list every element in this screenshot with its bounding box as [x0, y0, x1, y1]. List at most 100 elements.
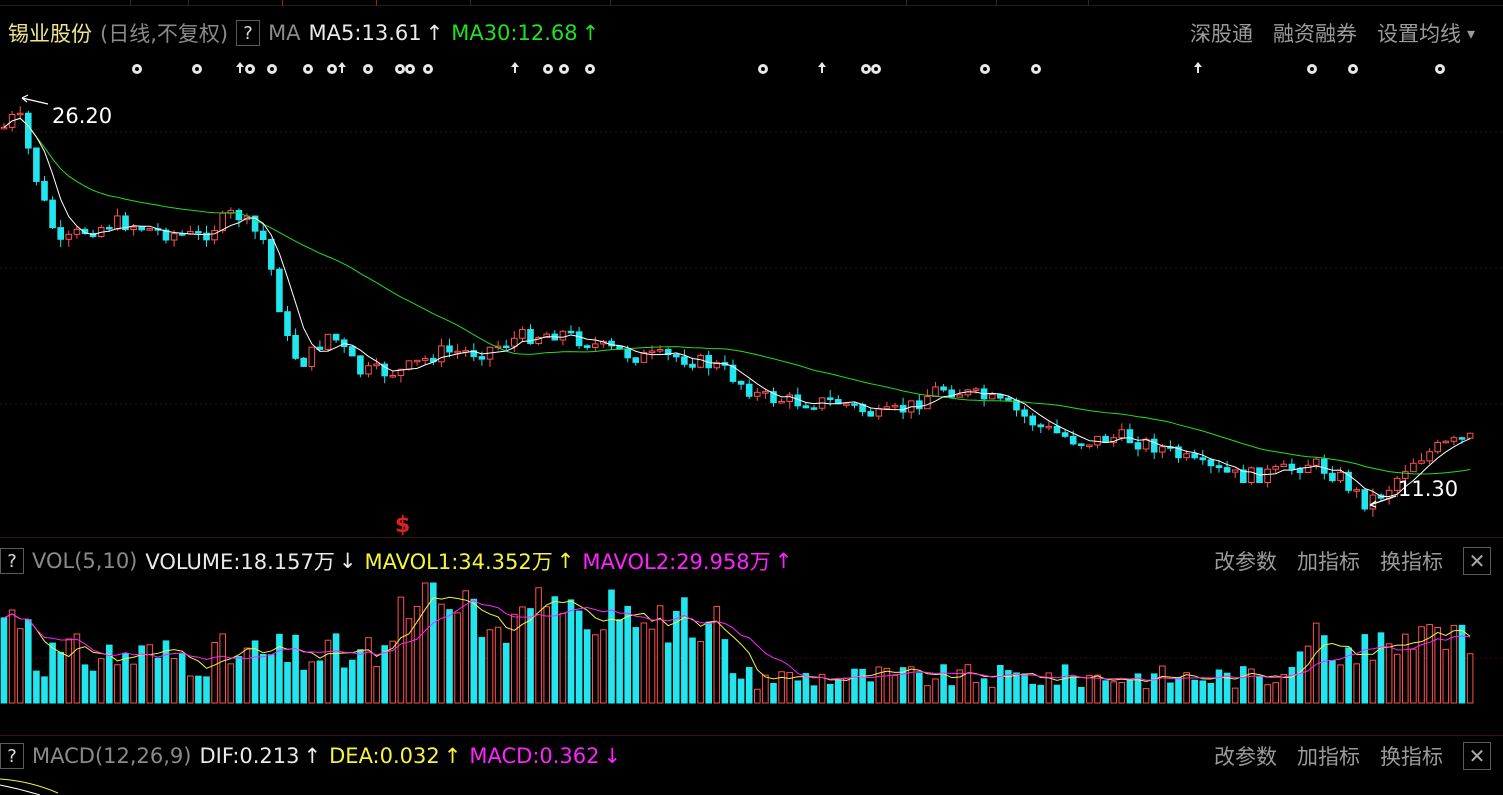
candlestick [1410, 458, 1417, 473]
volume-bar [170, 658, 178, 704]
volume-bar [292, 634, 299, 704]
volume-bar [1426, 623, 1433, 704]
volume-edit-params-button[interactable]: 改参数 [1214, 550, 1277, 574]
macd-switch-indicator-button[interactable]: 换指标 [1380, 745, 1443, 769]
candlestick [486, 346, 494, 367]
event-star-icon [395, 64, 405, 74]
volume-bar [1118, 682, 1126, 704]
volume-bar [1410, 648, 1417, 704]
candlestick [1442, 439, 1450, 444]
volume-bar [413, 605, 421, 704]
volume-bar [1126, 679, 1134, 704]
volume-bar [316, 660, 324, 704]
event-star-icon [559, 64, 569, 74]
volume-bar [818, 673, 826, 704]
volume-bar [786, 672, 794, 704]
volume-bar [1005, 670, 1012, 704]
volume-bar [1207, 682, 1215, 704]
volume-bar [689, 637, 696, 704]
event-arrow-icon [1194, 62, 1202, 73]
candlestick [308, 346, 316, 371]
volume-bar [405, 618, 413, 704]
link-margin-trading[interactable]: 融资融券 [1272, 22, 1357, 46]
volume-bar [1377, 632, 1385, 704]
mavol2-line [3, 599, 1471, 681]
volume-add-indicator-button[interactable]: 加指标 [1297, 550, 1360, 574]
volume-bar [640, 622, 648, 704]
volume-bar [551, 596, 559, 704]
volume-bar [1248, 668, 1255, 704]
volume-bar [1086, 674, 1093, 704]
volume-bar [97, 658, 105, 704]
macd-title: MACD(12,26,9) [32, 744, 192, 768]
macd-edit-params-button[interactable]: 改参数 [1214, 745, 1277, 769]
candlestick [1045, 421, 1053, 431]
candlestick [33, 147, 40, 186]
volume-bar [1466, 653, 1474, 704]
candlestick [65, 230, 73, 247]
candlestick [1223, 460, 1231, 473]
chevron-down-icon[interactable]: ▾ [1466, 23, 1475, 43]
link-set-ma[interactable]: 设置均线 [1376, 22, 1461, 46]
candlestick [430, 354, 437, 366]
candlestick [259, 224, 267, 245]
candlestick [551, 329, 559, 341]
candlestick [332, 333, 340, 343]
volume-bar [365, 637, 372, 704]
volume-bar [964, 664, 972, 704]
volume-bar [195, 675, 202, 704]
candlestick [1264, 464, 1271, 488]
volume-bar [340, 667, 348, 704]
candlestick [778, 398, 785, 404]
event-star-icon [245, 64, 255, 74]
stock-name[interactable]: 锡业股份 [8, 22, 92, 46]
candlestick [1329, 466, 1336, 483]
volume-bar [543, 606, 551, 704]
help-button[interactable]: ? [236, 20, 261, 46]
ma5-line [3, 117, 1471, 497]
candlestick [195, 225, 202, 240]
candlestick [146, 227, 154, 231]
candlestick [1361, 489, 1369, 512]
volume-header: ? VOL(5,10) VOLUME:18.157万 ↓ MAVOL1:34.3… [0, 546, 1503, 576]
volume-bar [948, 685, 956, 704]
candlestick [114, 208, 121, 231]
macd-close-icon[interactable]: ✕ [1463, 742, 1491, 770]
candlestick [1061, 429, 1069, 439]
volume-bar [203, 676, 210, 704]
period-label: (日线,不复权) [100, 22, 229, 46]
volume-bar [300, 669, 307, 704]
volume-bar [381, 645, 388, 704]
candlestick [122, 212, 129, 232]
volume-bar [802, 673, 810, 704]
macd-chart[interactable] [0, 775, 1503, 795]
volume-bar [1061, 664, 1069, 704]
candlestick [1288, 458, 1296, 475]
volume-bar [1094, 674, 1101, 704]
volume-bar [859, 668, 866, 704]
volume-close-icon[interactable]: ✕ [1463, 547, 1491, 575]
volume-bar [138, 645, 145, 704]
indicator-name[interactable]: MA [268, 21, 301, 45]
volume-bar [867, 681, 875, 704]
candlestick [1426, 448, 1433, 464]
volume-bar [535, 587, 542, 704]
volume-bar [1434, 627, 1442, 704]
link-shenguntong[interactable]: 深股通 [1189, 22, 1253, 46]
volume-chart[interactable] [0, 578, 1503, 730]
volume-help-button[interactable]: ? [0, 548, 24, 574]
candlestick [689, 357, 696, 371]
volume-bar [616, 619, 623, 704]
candlestick [527, 324, 534, 345]
price-chart[interactable]: 26.20 11.30 $ [0, 52, 1503, 536]
candlestick [1207, 457, 1215, 474]
candlestick [745, 379, 753, 399]
macd-help-button[interactable]: ? [0, 743, 24, 769]
event-star-icon [1031, 64, 1041, 74]
volume-bar [754, 688, 761, 704]
candlestick [891, 402, 899, 411]
volume-switch-indicator-button[interactable]: 换指标 [1380, 550, 1443, 574]
candlestick [1345, 469, 1352, 494]
macd-add-indicator-button[interactable]: 加指标 [1297, 745, 1360, 769]
volume-bar [624, 605, 632, 704]
